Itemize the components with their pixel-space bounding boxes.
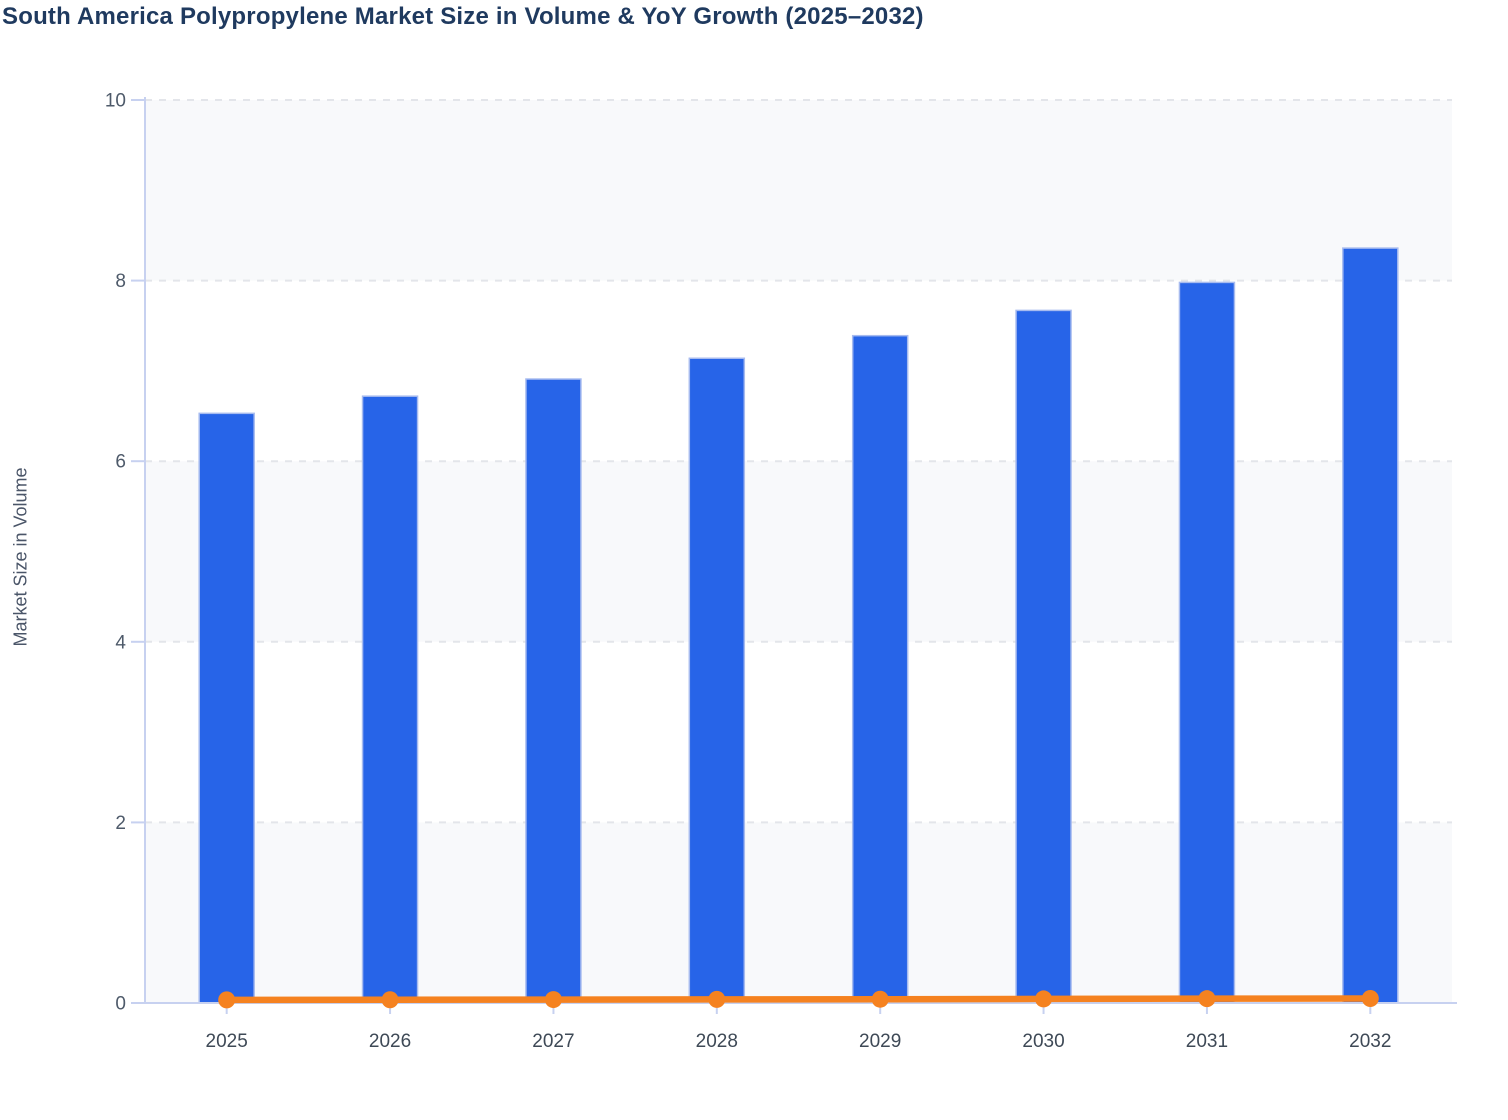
yoy-point-2030[interactable] — [1035, 990, 1053, 1008]
yoy-point-2031[interactable] — [1198, 990, 1216, 1008]
y-tick-label: 10 — [105, 91, 126, 112]
y-tick-label: 2 — [115, 813, 126, 834]
yoy-point-2029[interactable] — [871, 990, 889, 1008]
yoy-growth-line[interactable] — [223, 995, 1374, 1004]
yoy-point-2026[interactable] — [381, 991, 399, 1009]
plot-band — [145, 100, 1452, 281]
bar-2027[interactable] — [525, 378, 582, 1004]
bar-2028[interactable] — [688, 357, 746, 1004]
y-tick-label: 0 — [115, 994, 126, 1015]
yoy-point-2028[interactable] — [708, 990, 726, 1008]
bar-2031[interactable] — [1178, 281, 1236, 1004]
x-tick-label-2029: 2029 — [859, 1031, 901, 1052]
y-tick-label: 6 — [115, 452, 126, 473]
chart-title: South America Polypropylene Market Size … — [2, 3, 924, 30]
plot-band — [145, 461, 1452, 642]
x-tick-label-2031: 2031 — [1186, 1031, 1228, 1052]
x-tick-label-2027: 2027 — [532, 1031, 574, 1052]
yoy-point-2027[interactable] — [544, 991, 562, 1009]
x-tick-label-2025: 2025 — [206, 1031, 248, 1052]
x-tick-label-2028: 2028 — [696, 1031, 738, 1052]
x-tick-label-2032: 2032 — [1349, 1031, 1391, 1052]
y-tick-label: 8 — [115, 271, 126, 292]
bar-2025[interactable] — [198, 412, 255, 1004]
plot-band — [145, 822, 1452, 1003]
bar-2030[interactable] — [1015, 309, 1072, 1004]
bar-2026[interactable] — [361, 395, 419, 1004]
x-tick-label-2030: 2030 — [1022, 1031, 1064, 1052]
y-tick-label: 4 — [115, 632, 126, 653]
bar-2032[interactable] — [1342, 247, 1399, 1004]
yoy-point-2032[interactable] — [1361, 989, 1379, 1007]
x-tick-label-2026: 2026 — [369, 1031, 411, 1052]
yoy-point-2025[interactable] — [218, 991, 236, 1009]
bar-2029[interactable] — [851, 334, 909, 1004]
